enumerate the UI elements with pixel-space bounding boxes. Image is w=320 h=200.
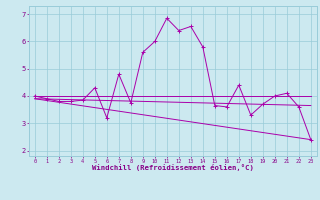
X-axis label: Windchill (Refroidissement éolien,°C): Windchill (Refroidissement éolien,°C) <box>92 164 254 171</box>
